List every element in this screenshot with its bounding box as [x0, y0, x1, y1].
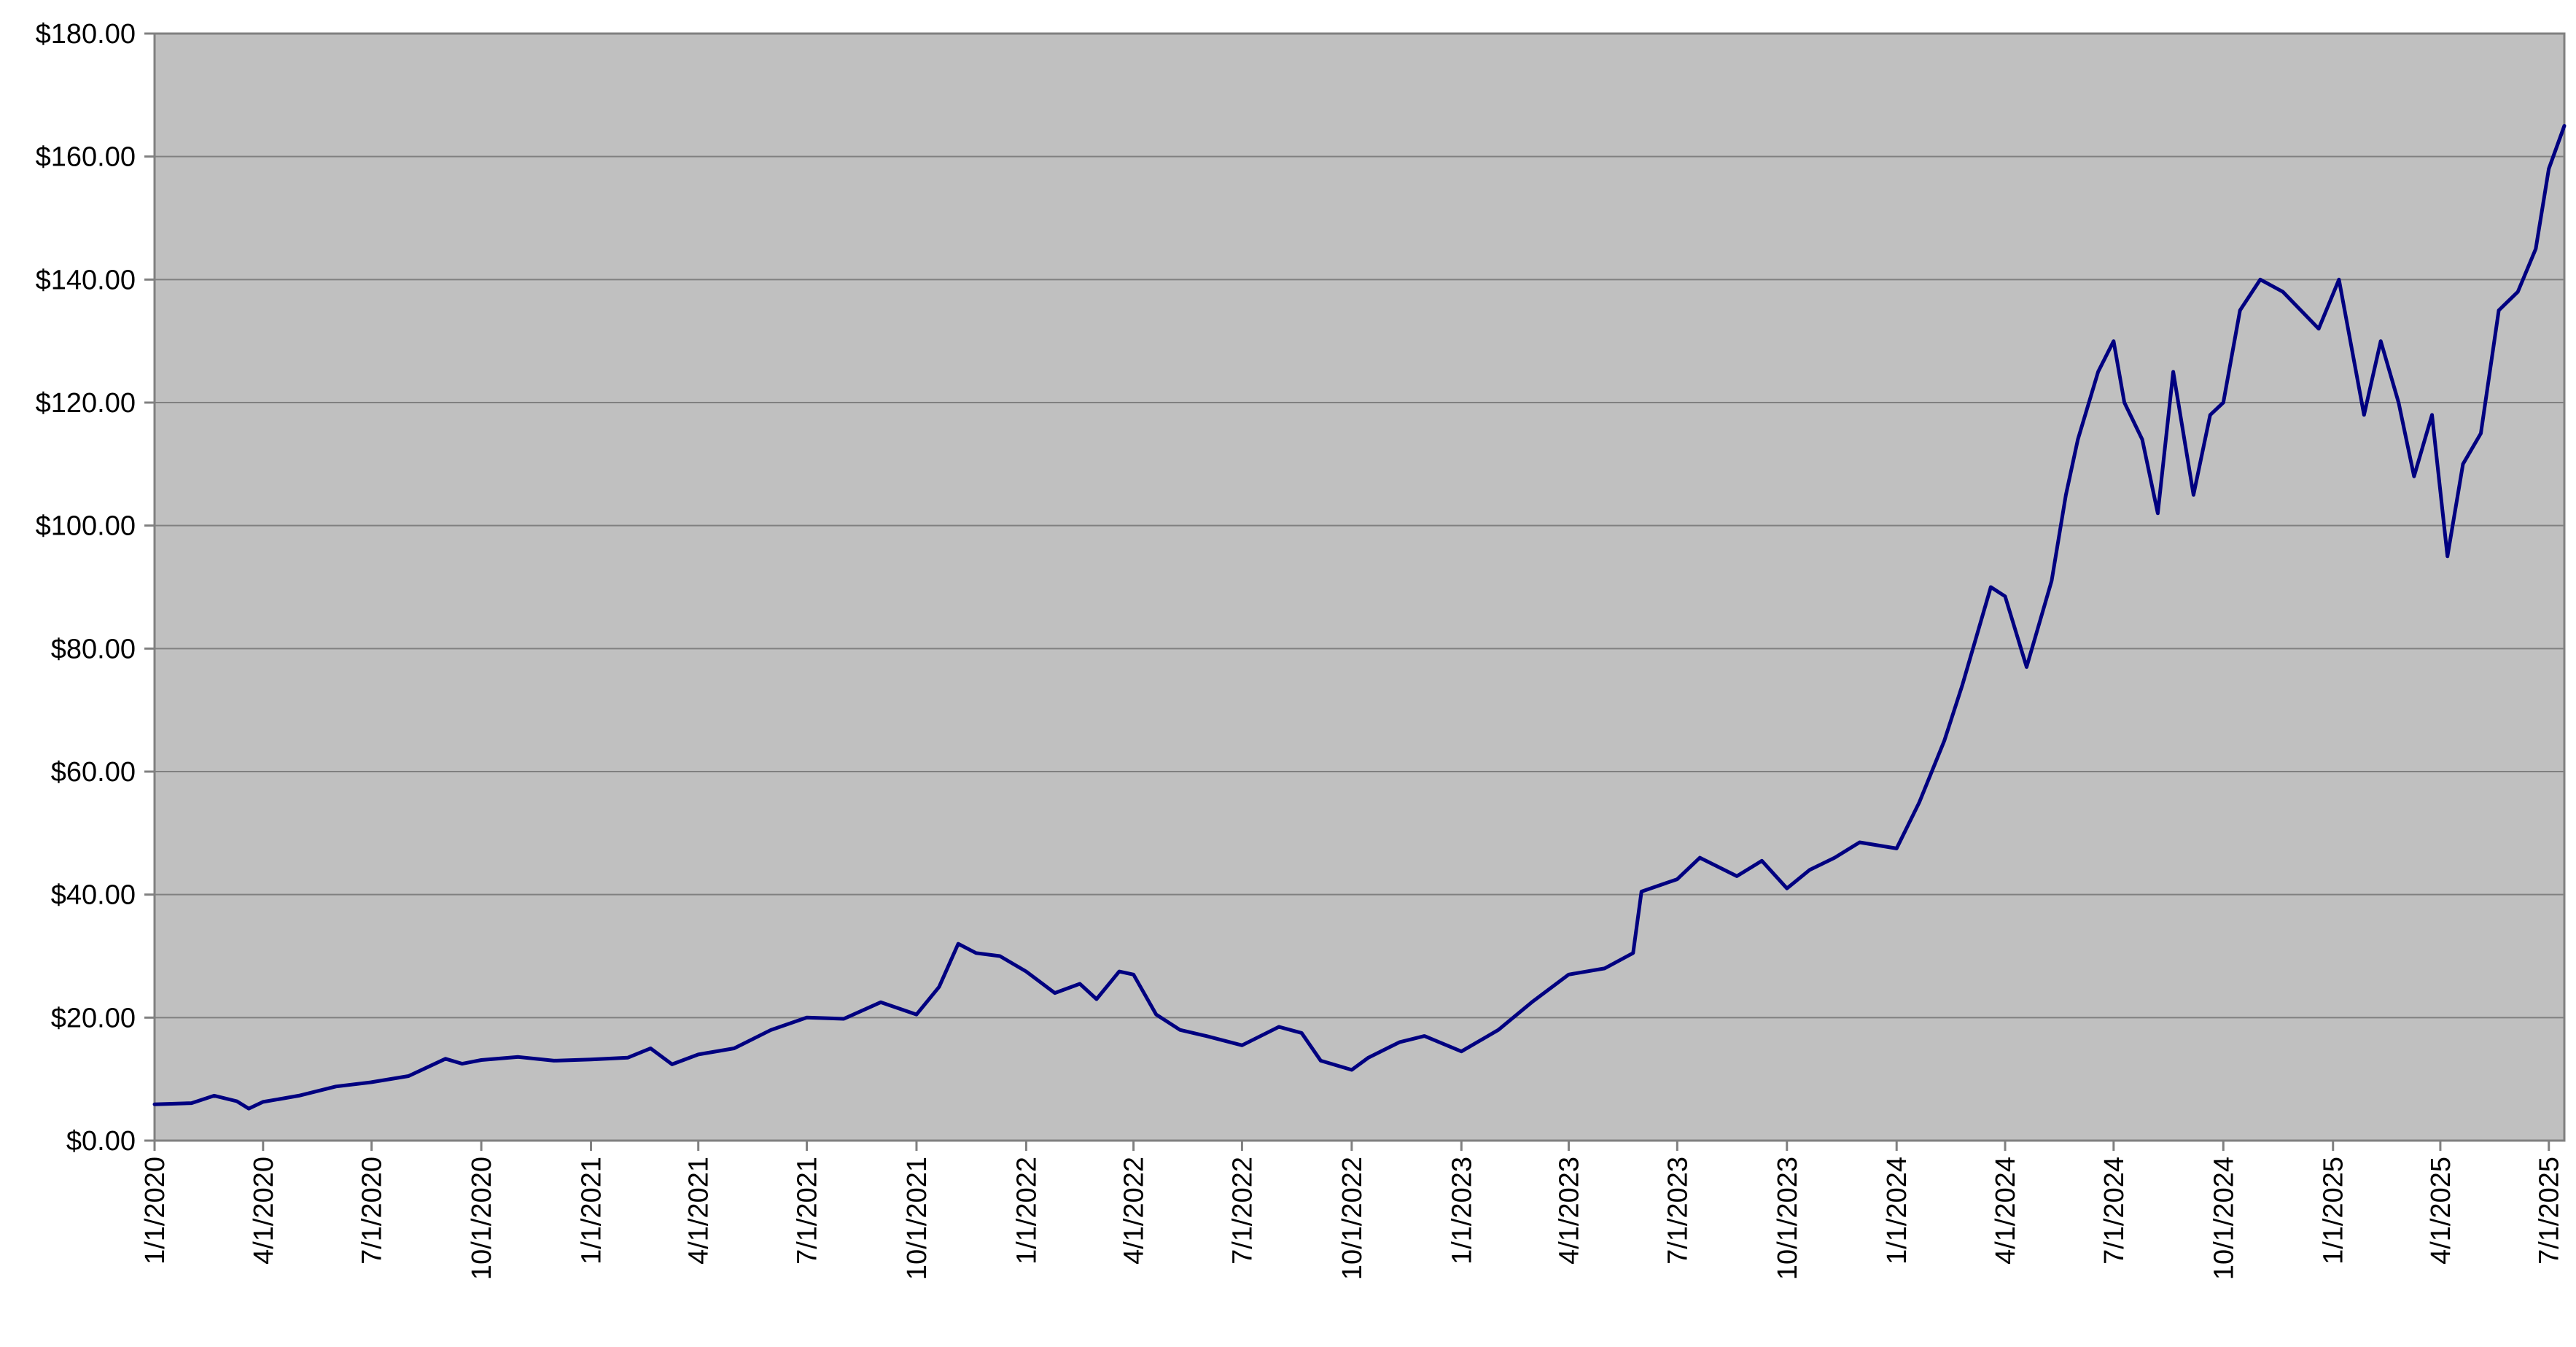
- y-tick-label: $80.00: [51, 634, 136, 664]
- x-tick-label: 7/1/2020: [357, 1157, 388, 1265]
- x-tick-label: 10/1/2023: [1773, 1157, 1803, 1280]
- plot-area: [153, 32, 2566, 1142]
- x-axis-ticks: 1/1/2020 4/1/2020 7/1/2020 10/1/2020 1/1/202…: [140, 1141, 2565, 1280]
- x-tick-label: 7/1/2025: [2534, 1157, 2565, 1265]
- y-tick-label: $140.00: [36, 265, 136, 295]
- y-axis-ticks: $0.00 $20.00 $40.00 $60.00 $80.00 $100.00 $120…: [36, 19, 155, 1157]
- x-tick-label: 10/1/2022: [1337, 1157, 1368, 1280]
- y-tick-label: $100.00: [36, 511, 136, 542]
- x-tick-label: 1/1/2025: [2319, 1157, 2349, 1265]
- x-tick-label: 10/1/2020: [467, 1157, 497, 1280]
- x-tick-label: 4/1/2020: [249, 1157, 279, 1265]
- x-tick-label: 1/1/2020: [140, 1157, 171, 1265]
- x-tick-label: 4/1/2025: [2426, 1157, 2456, 1265]
- x-tick-label: 4/1/2021: [684, 1157, 715, 1265]
- y-tick-label: $180.00: [36, 19, 136, 50]
- x-tick-label: 1/1/2024: [1882, 1157, 1912, 1265]
- y-tick-label: $120.00: [36, 388, 136, 419]
- x-tick-label: 4/1/2023: [1554, 1157, 1585, 1265]
- x-tick-label: 7/1/2021: [793, 1157, 823, 1265]
- y-tick-label: $20.00: [51, 1003, 136, 1033]
- x-tick-label: 1/1/2023: [1447, 1157, 1477, 1265]
- gridlines: [155, 155, 2564, 1019]
- y-tick-label: $160.00: [36, 142, 136, 173]
- y-tick-label: $0.00: [66, 1126, 136, 1157]
- x-tick-label: 10/1/2021: [902, 1157, 933, 1280]
- y-tick-label: $40.00: [51, 880, 136, 911]
- series-line: [152, 124, 2567, 1111]
- x-tick-label: 4/1/2024: [1991, 1157, 2021, 1265]
- x-tick-label: 7/1/2024: [2099, 1157, 2130, 1265]
- x-tick-label: 7/1/2022: [1227, 1157, 1258, 1265]
- x-tick-label: 1/1/2022: [1011, 1157, 1042, 1265]
- x-tick-label: 4/1/2022: [1119, 1157, 1150, 1265]
- x-tick-label: 10/1/2024: [2209, 1157, 2239, 1280]
- x-tick-label: 1/1/2021: [577, 1157, 607, 1265]
- x-tick-label: 7/1/2023: [1662, 1157, 1693, 1265]
- y-tick-label: $60.00: [51, 757, 136, 788]
